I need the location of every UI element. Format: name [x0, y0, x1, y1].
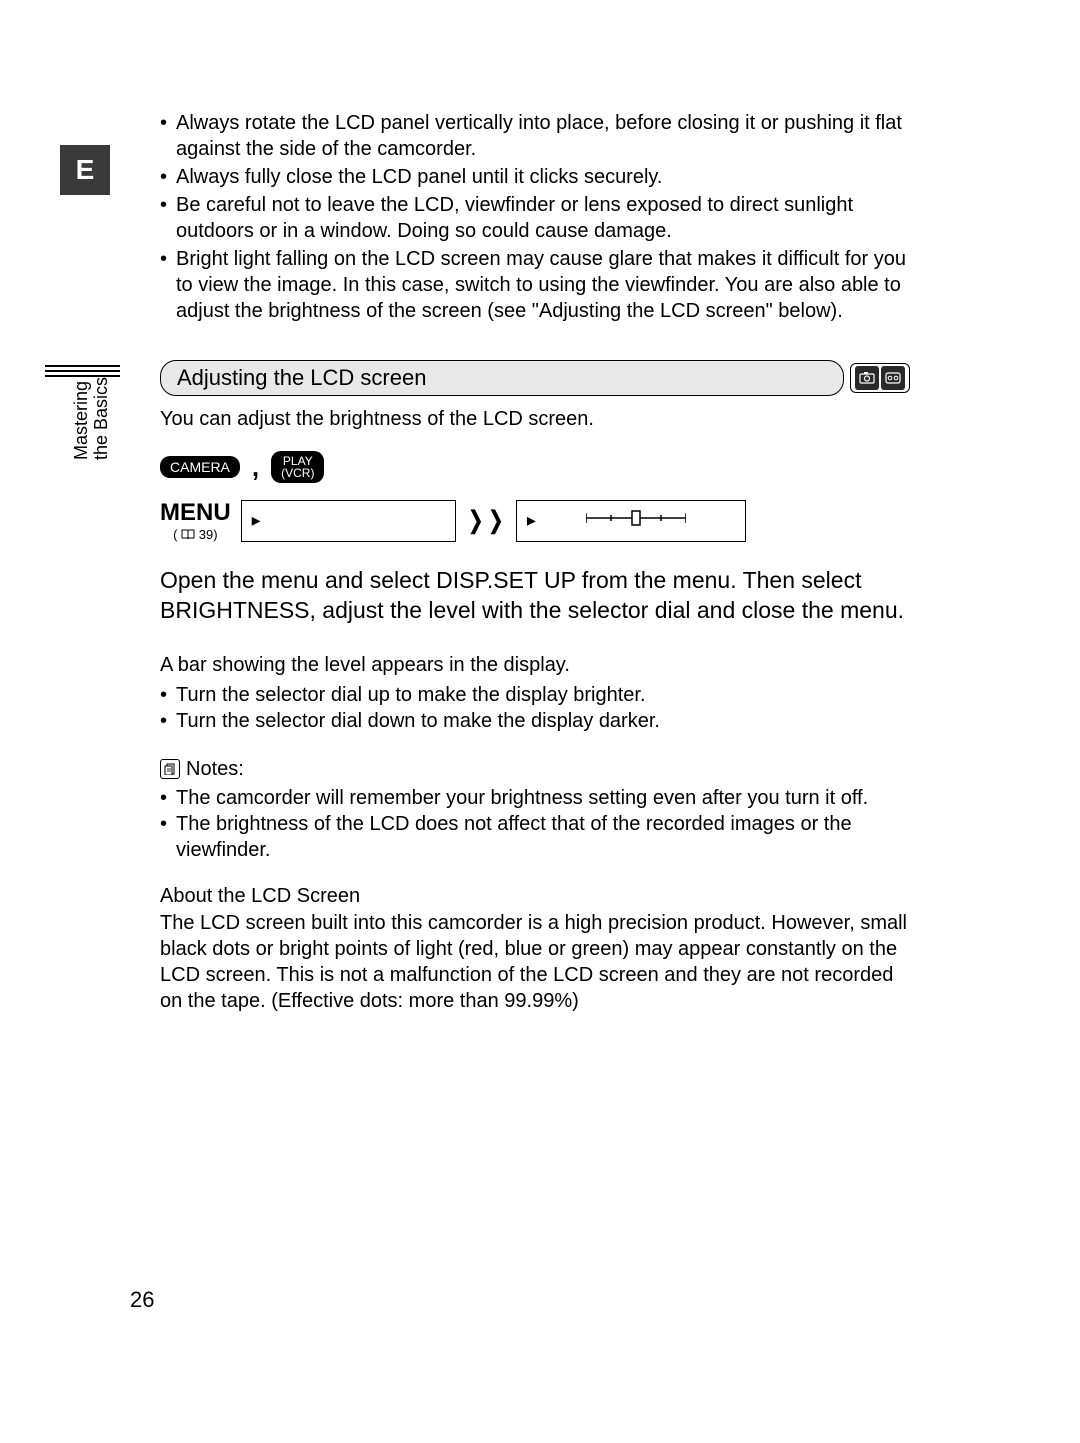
camera-chip: CAMERA — [160, 456, 240, 478]
menu-flow-row: MENU ( 39) ▸ ❭❭ ▸ — [160, 499, 910, 542]
notes-bullet-list: The camcorder will remember your brightn… — [160, 785, 910, 863]
play-chip-line2: (VCR) — [281, 467, 314, 479]
intro-text: You can adjust the brightness of the LCD… — [160, 408, 910, 431]
menu-label-block: MENU ( 39) — [160, 499, 231, 542]
notes-label: Notes: — [186, 758, 244, 781]
page-content: Always rotate the LCD panel vertically i… — [60, 110, 1020, 1014]
mode-chip-row: CAMERA , PLAY (VCR) — [160, 451, 910, 483]
arrow-icon: ▸ — [527, 510, 536, 531]
brightness-slider-icon — [586, 510, 686, 531]
dial-bullet-item: Turn the selector dial down to make the … — [160, 708, 910, 734]
main-instruction: Open the menu and select DISP.SET UP fro… — [160, 566, 910, 626]
menu-page-ref: ( 39) — [160, 527, 231, 542]
bar-info-line: A bar showing the level appears in the d… — [160, 652, 910, 678]
dial-bullet-item: Turn the selector dial up to make the di… — [160, 682, 910, 708]
mode-icon-group — [850, 363, 910, 393]
ref-page-num: 39) — [199, 527, 218, 542]
notes-bullet-item: The camcorder will remember your brightn… — [160, 785, 910, 811]
bullet-item: Always fully close the LCD panel until i… — [160, 164, 910, 190]
about-body-text: The LCD screen built into this camcorder… — [160, 910, 910, 1014]
book-ref-icon — [181, 529, 195, 540]
notes-bullet-item: The brightness of the LCD does not affec… — [160, 811, 910, 863]
dial-bullet-list: Turn the selector dial up to make the di… — [160, 682, 910, 734]
menu-label: MENU — [160, 499, 231, 527]
section-header-row: Adjusting the LCD screen — [160, 360, 910, 396]
arrow-icon: ▸ — [252, 510, 261, 531]
bullet-item: Always rotate the LCD panel vertically i… — [160, 110, 910, 162]
section-title-pill: Adjusting the LCD screen — [160, 360, 844, 396]
double-arrow-icon: ❭❭ — [466, 506, 506, 535]
notes-heading: Notes: — [160, 758, 910, 781]
bullet-item: Bright light falling on the LCD screen m… — [160, 246, 910, 324]
about-heading: About the LCD Screen — [160, 885, 910, 908]
camera-mode-icon — [855, 366, 879, 390]
menu-step-box-2: ▸ — [516, 500, 746, 542]
bullet-item: Be careful not to leave the LCD, viewfin… — [160, 192, 910, 244]
chip-separator: , — [252, 452, 259, 483]
page-number: 26 — [130, 1287, 154, 1313]
play-vcr-chip: PLAY (VCR) — [271, 451, 324, 483]
play-mode-icon — [881, 366, 905, 390]
notes-icon — [160, 759, 180, 779]
menu-step-box-1: ▸ — [241, 500, 456, 542]
ref-open: ( — [173, 527, 177, 542]
top-bullet-list: Always rotate the LCD panel vertically i… — [160, 110, 910, 324]
